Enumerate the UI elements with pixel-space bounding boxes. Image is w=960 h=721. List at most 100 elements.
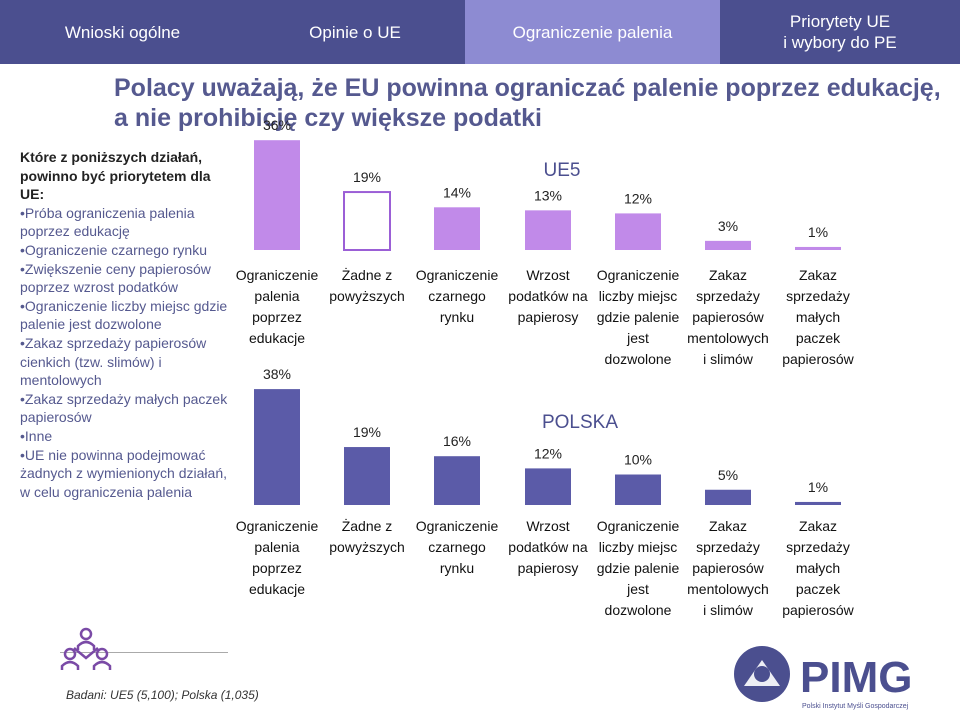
data-label: 1%	[808, 224, 828, 240]
category-label: powyższych	[329, 539, 404, 555]
category-label: poprzez	[252, 560, 302, 576]
category-label: papierosów	[692, 560, 764, 576]
category-label: papierosy	[518, 309, 579, 325]
question-text: Które z poniższych działań, powinno być …	[20, 149, 211, 203]
bar-ue5-6	[795, 246, 841, 250]
category-label: Zakaz	[709, 267, 747, 283]
bar-polska-3	[525, 468, 571, 505]
data-label: 10%	[624, 452, 652, 468]
data-label: 3%	[718, 218, 738, 234]
category-label: papierosów	[782, 351, 854, 367]
category-label: Ograniczenie	[597, 267, 680, 283]
top-nav: Wnioski ogólne Opinie o UE Ograniczenie …	[0, 0, 960, 64]
category-label: palenia	[254, 288, 299, 304]
chart-title: UE5	[544, 160, 581, 181]
category-label: i slimów	[703, 351, 754, 367]
data-label: 36%	[263, 117, 291, 133]
bar-ue5-2	[434, 207, 480, 250]
category-label: Wrzost	[526, 267, 569, 283]
data-label: 14%	[443, 184, 471, 200]
option-item: Zwiększenie ceny papierosów poprzez wzro…	[20, 260, 230, 297]
category-label: sprzedaży	[786, 539, 850, 555]
option-item: Próba ograniczenia palenia poprzez eduka…	[20, 204, 230, 241]
category-label: Wrzost	[526, 518, 569, 534]
chart-title: POLSKA	[542, 412, 618, 433]
category-label: gdzie palenie	[597, 309, 680, 325]
category-label: gdzie palenie	[597, 560, 680, 576]
category-label: sprzedaży	[696, 288, 760, 304]
category-label: czarnego	[428, 539, 486, 555]
category-label: i slimów	[703, 602, 754, 618]
category-label: palenia	[254, 539, 299, 555]
category-label: mentolowych	[687, 330, 769, 346]
pimg-logo-graphic: PIMG Polski Instytut Myśli Gospodarczej	[734, 646, 912, 710]
option-item: UE nie powinna podejmować żadnych z wymi…	[20, 446, 230, 502]
data-label: 38%	[263, 366, 291, 382]
option-item: Zakaz sprzedaży papierosów cienkich (tzw…	[20, 334, 230, 390]
data-label: 19%	[353, 424, 381, 440]
category-label: Ograniczenie	[236, 267, 319, 283]
category-label: papierosy	[518, 560, 579, 576]
data-label: 1%	[808, 479, 828, 495]
bar-polska-2	[434, 456, 480, 505]
tab-priorytety-ue[interactable]: Priorytety UE i wybory do PE	[720, 0, 960, 64]
category-label: paczek	[796, 330, 841, 346]
bar-ue5-0	[254, 140, 300, 250]
data-label: 12%	[534, 445, 562, 461]
data-label: 12%	[624, 190, 652, 206]
category-label: małych	[796, 560, 840, 576]
tab-opinie-o-ue[interactable]: Opinie o UE	[245, 0, 465, 64]
category-label: jest	[626, 330, 649, 346]
category-label: Żadne z	[342, 517, 393, 534]
category-label: paczek	[796, 581, 841, 597]
bar-ue5-4	[615, 213, 661, 250]
category-label: poprzez	[252, 309, 302, 325]
category-label: Żadne z	[342, 266, 393, 283]
bar-ue5-3	[525, 210, 571, 250]
category-label: dozwolone	[605, 602, 672, 618]
category-label: Ograniczenie	[597, 518, 680, 534]
tab-wnioski-ogolne[interactable]: Wnioski ogólne	[0, 0, 245, 64]
data-label: 19%	[353, 169, 381, 185]
data-label: 16%	[443, 433, 471, 449]
category-label: Zakaz	[799, 518, 837, 534]
category-label: Zakaz	[799, 267, 837, 283]
category-label: Ograniczenie	[416, 267, 499, 283]
data-label: 5%	[718, 467, 738, 483]
bar-ue5-5	[705, 240, 751, 250]
category-label: powyższych	[329, 288, 404, 304]
people-group-icon	[60, 627, 112, 670]
data-label: 13%	[534, 187, 562, 203]
logo-subtitle: Polski Instytut Myśli Gospodarczej	[802, 703, 909, 710]
category-label: rynku	[440, 309, 474, 325]
category-label: liczby miejsc	[599, 288, 678, 304]
question-panel: Które z poniższych działań, powinno być …	[20, 148, 230, 501]
tab-ograniczenie-palenia[interactable]: Ograniczenie palenia	[465, 0, 720, 64]
option-item: Ograniczenie czarnego rynku	[20, 241, 230, 260]
logo-text: PIMG	[800, 653, 912, 702]
category-label: podatków na	[508, 288, 588, 304]
bar-polska-0	[254, 389, 300, 505]
pimg-logo: PIMG Polski Instytut Myśli Gospodarczej	[722, 632, 954, 716]
category-label: papierosów	[692, 309, 764, 325]
category-label: edukacje	[249, 581, 305, 597]
page-title: Polacy uważają, że EU powinna ograniczać…	[114, 73, 954, 133]
page-title-line1: Polacy uważają, że EU powinna ograniczać…	[114, 74, 941, 102]
category-label: sprzedaży	[696, 539, 760, 555]
category-label: papierosów	[782, 602, 854, 618]
bar-ue5-1	[343, 191, 391, 252]
divider-line	[60, 652, 228, 653]
category-label: liczby miejsc	[599, 539, 678, 555]
option-item: Inne	[20, 427, 230, 446]
source-note: Badani: UE5 (5,100); Polska (1,035)	[66, 688, 259, 702]
category-label: sprzedaży	[786, 288, 850, 304]
category-label: jest	[626, 581, 649, 597]
category-label: małych	[796, 309, 840, 325]
category-label: dozwolone	[605, 351, 672, 367]
category-label: edukacje	[249, 330, 305, 346]
option-item: Zakaz sprzedaży małych paczek papierosów	[20, 390, 230, 427]
option-item: Ograniczenie liczby miejsc gdzie palenie…	[20, 297, 230, 334]
bar-polska-4	[615, 474, 661, 505]
category-label: czarnego	[428, 288, 486, 304]
